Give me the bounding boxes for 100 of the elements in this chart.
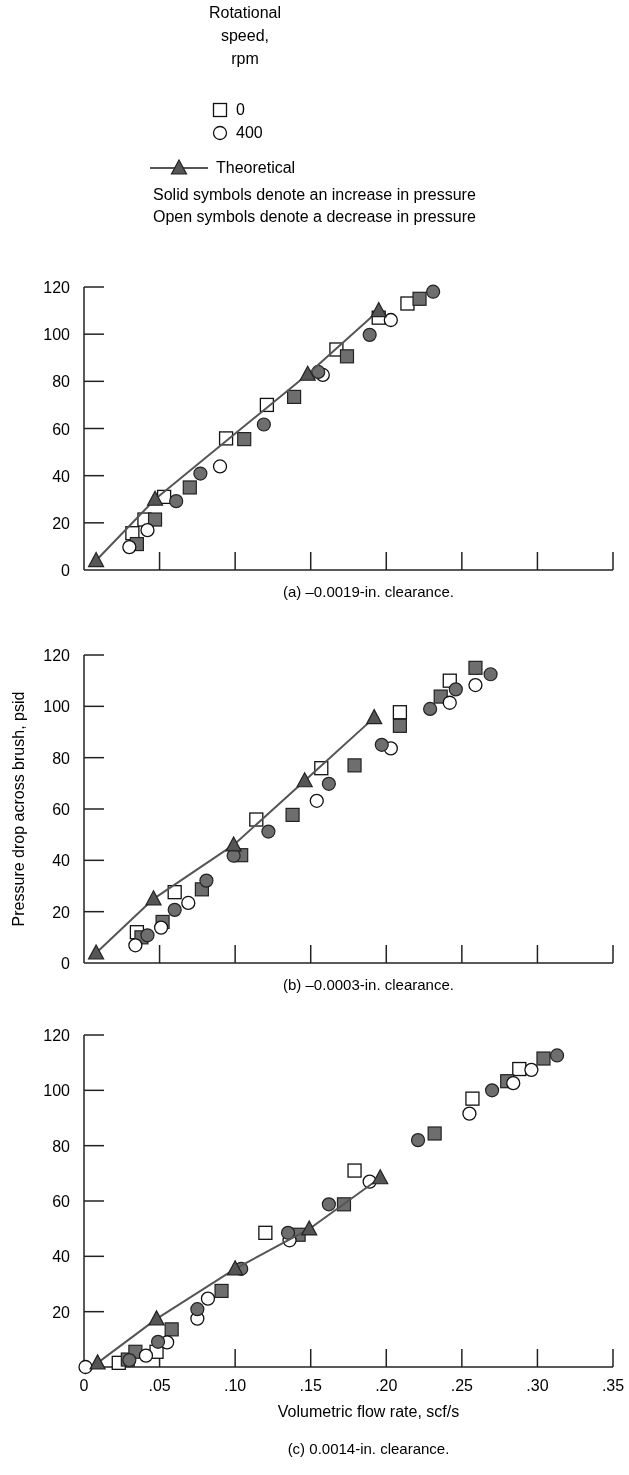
- point: [347, 1163, 362, 1178]
- text: (a) –0.0019-in. clearance.: [283, 583, 454, 600]
- point: [484, 1083, 500, 1098]
- point: [146, 490, 164, 506]
- point: [483, 667, 498, 682]
- point: [214, 1283, 229, 1299]
- legend-label: 0: [236, 101, 245, 118]
- y-tick-label: 60: [52, 420, 71, 438]
- point: [410, 1133, 426, 1148]
- point: [181, 895, 196, 911]
- point: [426, 284, 441, 299]
- point: [468, 660, 483, 675]
- y-tick-label: 120: [43, 279, 71, 296]
- point: [321, 776, 336, 791]
- point: [370, 301, 387, 318]
- y-tick-label: 80: [52, 1137, 71, 1155]
- y-tick-label: 20: [52, 514, 71, 532]
- point: [442, 695, 457, 710]
- point: [147, 512, 163, 527]
- point: [258, 1225, 273, 1240]
- point: [321, 1197, 336, 1212]
- point: [200, 1291, 216, 1306]
- point: [536, 1051, 551, 1066]
- x-tick-label: .35: [601, 1377, 625, 1394]
- point: [362, 327, 377, 342]
- point: [465, 1091, 480, 1106]
- x-axis-title: Volumetric flow rate, scf/s: [277, 1403, 460, 1420]
- point: [339, 349, 355, 364]
- point: [366, 709, 383, 725]
- point: [87, 944, 105, 960]
- y-axis-title: Pressure drop across brush, psid: [10, 691, 27, 927]
- text: Solid symbols denote an increase in pressure: [153, 186, 476, 203]
- y-tick-label: 40: [52, 467, 71, 485]
- x-tick-label: .05: [148, 1377, 171, 1394]
- y-tick-label: 20: [52, 903, 71, 921]
- text: (b) –0.0003-in. clearance.: [283, 976, 454, 993]
- y-tick-label: 100: [43, 326, 71, 344]
- point: [347, 758, 362, 773]
- legend-label: Theoretical: [216, 159, 296, 176]
- point: [169, 494, 184, 509]
- y-tick-label: 40: [52, 1248, 71, 1266]
- point: [227, 1260, 244, 1276]
- point: [140, 928, 155, 943]
- point: [448, 682, 463, 697]
- point: [285, 807, 300, 822]
- x-tick-label: .30: [526, 1377, 549, 1394]
- text: Open symbols denote a decrease in pressure: [153, 208, 476, 225]
- legend-title: Rotational speed, rpm: [208, 4, 282, 67]
- point: [212, 459, 228, 474]
- point: [549, 1048, 565, 1063]
- point: [280, 1225, 296, 1240]
- y-tick-label: 120: [43, 647, 71, 664]
- point: [140, 522, 155, 538]
- y-tick-label: 80: [52, 373, 71, 391]
- point: [506, 1075, 521, 1091]
- point: [296, 772, 313, 788]
- x-tick-label: .20: [375, 1377, 398, 1394]
- point: [145, 890, 162, 906]
- point: [153, 920, 169, 935]
- y-tick-label: 0: [61, 562, 71, 579]
- y-tick-label: 60: [52, 801, 71, 818]
- point: [524, 1062, 539, 1078]
- point: [412, 291, 427, 306]
- text: (c) 0.0014-in. clearance.: [287, 1440, 450, 1457]
- point: [190, 1302, 205, 1317]
- point: [182, 480, 197, 495]
- x-tick-label: .10: [224, 1377, 247, 1394]
- point: [462, 1106, 477, 1121]
- point: [167, 902, 182, 917]
- point: [261, 824, 276, 839]
- point: [383, 312, 398, 328]
- y-tick-label: 40: [52, 852, 71, 870]
- point: [392, 705, 408, 720]
- point: [87, 551, 105, 568]
- y-tick-label: 20: [52, 1303, 71, 1321]
- point: [78, 1359, 93, 1375]
- point: [372, 1169, 389, 1185]
- point: [150, 1334, 166, 1349]
- point: [256, 417, 271, 432]
- x-tick-label: .25: [450, 1377, 474, 1394]
- y-tick-label: 60: [52, 1193, 71, 1210]
- y-tick-label: 80: [52, 749, 71, 767]
- point: [374, 737, 389, 752]
- point: [167, 885, 182, 900]
- point: [237, 432, 252, 447]
- point: [286, 389, 302, 404]
- y-tick-label: 120: [43, 1027, 71, 1044]
- legend-label: 400: [236, 124, 263, 141]
- point: [468, 677, 483, 693]
- y-tick-label: 0: [61, 955, 71, 972]
- x-tick-label: .15: [299, 1377, 322, 1394]
- point: [199, 873, 214, 888]
- point: [193, 466, 208, 481]
- point: [128, 938, 143, 953]
- point: [427, 1126, 442, 1141]
- y-tick-label: 100: [43, 698, 71, 716]
- y-tick-label: 100: [43, 1082, 71, 1100]
- point: [392, 718, 407, 733]
- point: [423, 701, 438, 716]
- x-tick-label: 0: [79, 1377, 89, 1394]
